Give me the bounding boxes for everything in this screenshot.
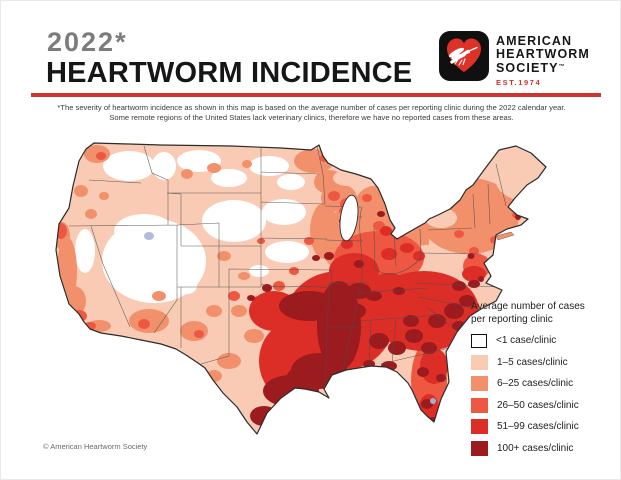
state-borders (68, 145, 507, 387)
header-divider (31, 93, 601, 97)
logo-wordmark: AMERICAN HEARTWORM SOCIETY™ EST.1974 (496, 31, 590, 89)
disclaimer-line-1: *The severity of heartworm incidence as … (57, 103, 566, 112)
legend-label: 6–25 cases/clinic (497, 378, 574, 389)
great-salt-lake (144, 232, 154, 240)
legend-item: 100+ cases/clinic (471, 440, 585, 456)
logo-line-3: SOCIETY™ (496, 61, 565, 75)
legend-swatch (471, 419, 488, 434)
legend-item: 51–99 cases/clinic (471, 419, 585, 434)
legend-swatch (471, 333, 487, 348)
legend-label: 1–5 cases/clinic (497, 356, 568, 368)
lake-michigan (339, 194, 359, 242)
legend-item: <1 case/clinic (471, 333, 585, 348)
legend-swatch (471, 397, 488, 413)
heart-mosquito-icon-svg (447, 38, 481, 72)
us-incidence-map (29, 136, 589, 446)
copyright-text: © American Heartworm Society (43, 442, 148, 451)
logo-line-2: HEARTWORM (496, 47, 590, 61)
legend-title: Average number of cases per reporting cl… (471, 301, 585, 325)
us-map-svg (55, 142, 547, 435)
legend-swatch (471, 440, 488, 456)
trademark-symbol: ™ (558, 64, 565, 70)
us-outline (55, 142, 547, 435)
map-legend: Average number of cases per reporting cl… (471, 300, 585, 462)
map-disclaimer: *The severity of heartworm incidence as … (1, 103, 621, 123)
disclaimer-line-2: Some remote regions of the United States… (109, 113, 514, 122)
long-island (495, 231, 515, 241)
legend-item: 26–50 cases/clinic (471, 397, 585, 413)
legend-swatch (471, 376, 488, 391)
logo-established-year: EST.1974 (496, 78, 542, 87)
page-title: HEARTWORM INCIDENCE (46, 57, 413, 89)
legend-label: 100+ cases/clinic (497, 442, 574, 454)
lake-okeechobee (430, 398, 436, 404)
legend-label: <1 case/clinic (496, 335, 557, 346)
logo-line-1: AMERICAN (496, 34, 573, 48)
legend-item: 6–25 cases/clinic (471, 376, 585, 391)
year-label: 2022* (47, 27, 128, 57)
legend-item: 1–5 cases/clinic (471, 354, 585, 370)
legend-label: 51–99 cases/clinic (497, 421, 579, 432)
heart-mosquito-icon (439, 31, 489, 81)
legend-label: 26–50 cases/clinic (497, 399, 579, 411)
legend-swatch (471, 354, 488, 370)
american-heartworm-society-logo: AMERICAN HEARTWORM SOCIETY™ EST.1974 (439, 31, 590, 89)
